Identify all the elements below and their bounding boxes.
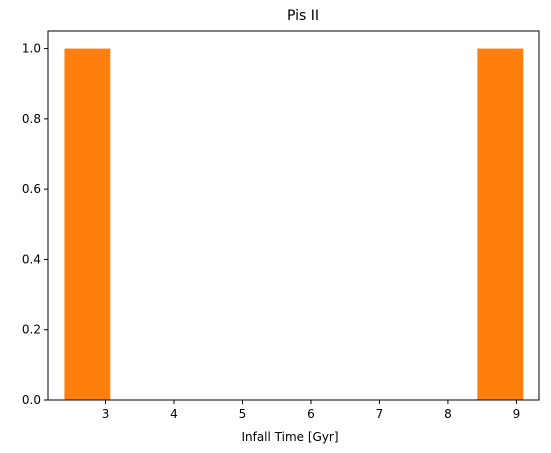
x-axis-label: Infall Time [Gyr] — [241, 430, 338, 444]
bars-group — [64, 48, 524, 400]
x-ticks-group: 3 4 5 6 7 8 9 — [102, 400, 521, 421]
y-tick-label: 1.0 — [22, 42, 41, 56]
y-tick-label: 0.2 — [22, 323, 41, 337]
y-ticks-group: 0.0 0.2 0.4 0.6 0.8 1.0 — [22, 42, 48, 407]
y-tick-label: 0.0 — [22, 393, 41, 407]
x-tick-label: 9 — [513, 407, 521, 421]
x-tick-label: 4 — [170, 407, 178, 421]
bar — [477, 48, 524, 400]
bar — [64, 48, 111, 400]
x-tick-label: 5 — [239, 407, 247, 421]
chart-title: Pis II — [287, 8, 319, 24]
y-tick-label: 0.8 — [22, 112, 41, 126]
y-tick-label: 0.4 — [22, 252, 41, 266]
x-tick-label: 3 — [102, 407, 110, 421]
plot-frame — [47, 30, 540, 401]
x-tick-label: 6 — [307, 407, 315, 421]
x-tick-label: 7 — [376, 407, 384, 421]
y-tick-label: 0.6 — [22, 182, 41, 196]
x-tick-label: 8 — [444, 407, 452, 421]
